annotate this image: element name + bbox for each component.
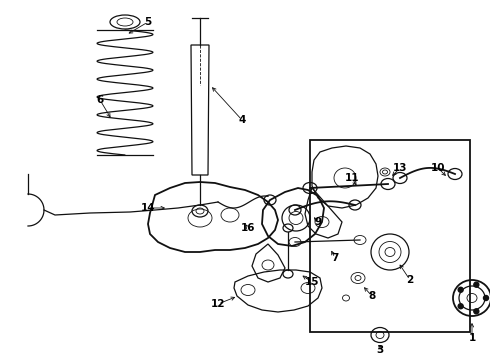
Text: 5: 5 bbox=[145, 17, 151, 27]
Text: 15: 15 bbox=[305, 277, 319, 287]
Circle shape bbox=[484, 296, 489, 301]
Circle shape bbox=[474, 309, 479, 314]
Text: 8: 8 bbox=[368, 291, 376, 301]
Text: 7: 7 bbox=[331, 253, 339, 263]
Text: 4: 4 bbox=[238, 115, 245, 125]
Circle shape bbox=[458, 304, 463, 309]
Text: 13: 13 bbox=[393, 163, 407, 173]
Text: 2: 2 bbox=[406, 275, 414, 285]
Text: 14: 14 bbox=[141, 203, 155, 213]
Circle shape bbox=[458, 287, 463, 292]
Circle shape bbox=[474, 282, 479, 287]
Text: 3: 3 bbox=[376, 345, 384, 355]
Bar bbox=[310, 140, 470, 332]
Text: 9: 9 bbox=[315, 217, 321, 227]
Text: 16: 16 bbox=[241, 223, 255, 233]
Text: 1: 1 bbox=[468, 333, 476, 343]
Text: 11: 11 bbox=[345, 173, 359, 183]
Text: 12: 12 bbox=[211, 299, 225, 309]
Text: 10: 10 bbox=[431, 163, 445, 173]
Text: 6: 6 bbox=[97, 95, 103, 105]
